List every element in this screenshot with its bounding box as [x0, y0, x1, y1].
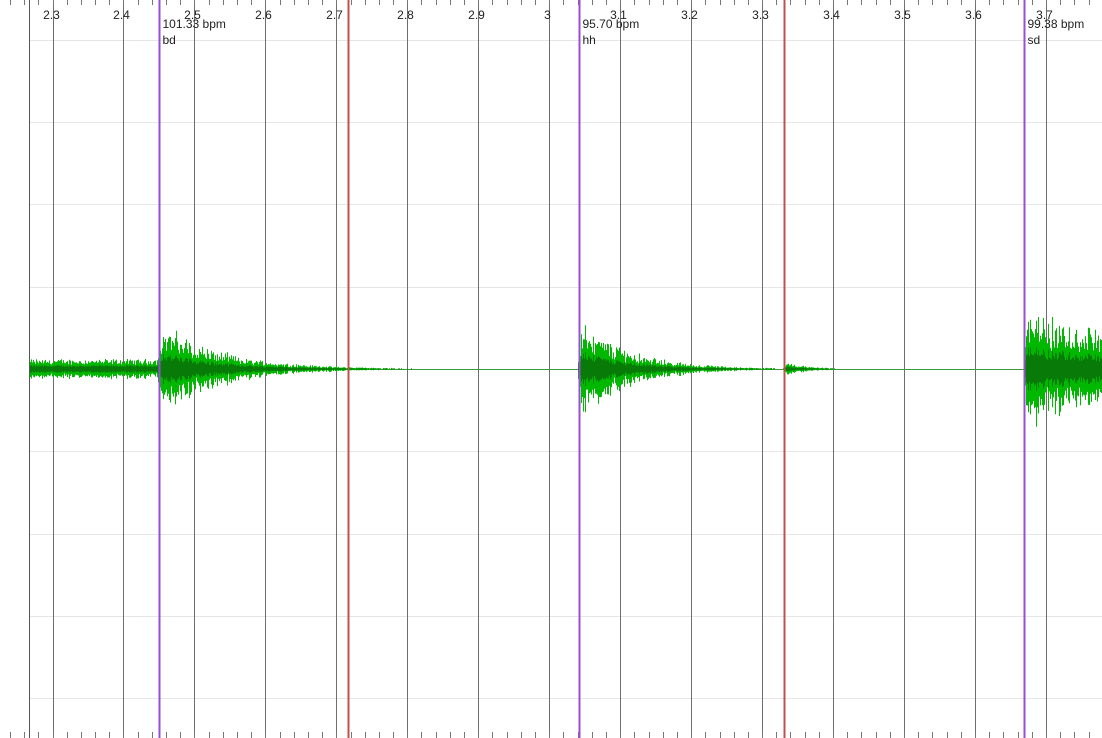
marker-instrument-label: bd [163, 33, 176, 47]
waveform [30, 317, 1102, 427]
marker-instrument-label: hh [583, 33, 596, 47]
marker-tempo-label: 95.70 bpm [583, 17, 640, 31]
time-tick-label: 2.5 [184, 8, 201, 22]
marker-tempo-label: 101.33 bpm [163, 17, 226, 31]
time-tick-label: 3 [544, 8, 551, 22]
time-tick-label: 3.5 [894, 8, 911, 22]
time-tick-label: 3.6 [965, 8, 982, 22]
time-tick-label: 3.4 [823, 8, 840, 22]
horizontal-grid [30, 40, 1102, 699]
time-tick-label: 3.3 [752, 8, 769, 22]
time-tick-label: 2.4 [113, 8, 130, 22]
time-tick-label: 2.8 [397, 8, 414, 22]
bottom-ruler [10, 732, 1090, 738]
time-tick-label: 3.7 [1036, 8, 1053, 22]
time-tick-label: 2.7 [326, 8, 343, 22]
time-tick-label: 2.6 [255, 8, 272, 22]
time-tick-label: 2.9 [468, 8, 485, 22]
time-tick-label: 3.2 [681, 8, 698, 22]
time-tick-label: 2.3 [43, 8, 60, 22]
marker-instrument-label: sd [1028, 33, 1041, 47]
marker-layer[interactable]: 101.33 bpm bd 95.70 bpm hh 99.38 bpm sd [158, 0, 1085, 738]
time-tick-label: 3.1 [610, 8, 627, 22]
marker-tempo-label: 99.38 bpm [1028, 17, 1085, 31]
top-ruler: 2.3 2.4 2.5 2.6 2.7 2.8 2.9 3 3.1 3.2 3.3 3.4 3.5 3.6… [10, 0, 1090, 22]
